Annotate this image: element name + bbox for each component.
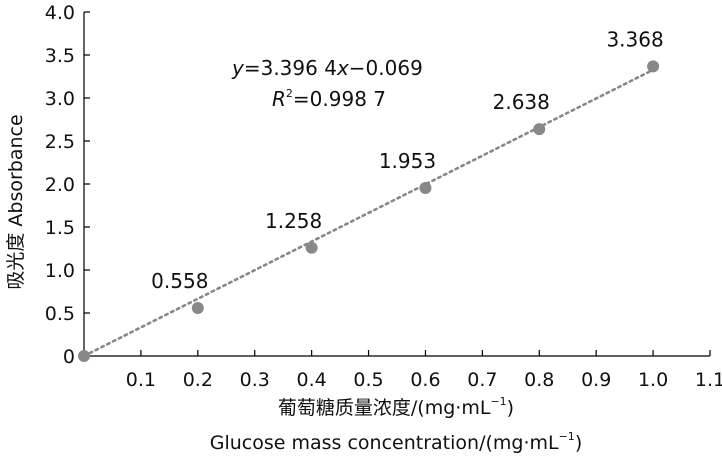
data-points — [78, 60, 660, 362]
y-tick-label: 2.0 — [45, 174, 75, 196]
data-point — [78, 350, 90, 362]
x-axis-ticks: 0.1 0.2 0.3 0.4 0.5 0.6 0.7 0.8 0.9 1.0 1.1 — [126, 350, 722, 391]
x-tick-label: 0.2 — [183, 369, 213, 391]
x-tick-label: 0.4 — [297, 369, 327, 391]
y-axis-ticks: 0 0.5 1.0 1.5 2.0 2.5 3.0 3.5 4.0 — [45, 2, 90, 368]
x-tick-label: 0.8 — [524, 369, 554, 391]
y-tick-label: 0.5 — [45, 303, 75, 325]
y-tick-label: 3.0 — [45, 88, 75, 110]
x-tick-label: 1.1 — [695, 369, 722, 391]
regression-equation: y=3.396 4x−0.069 — [231, 56, 423, 80]
data-labels: 0.558 1.258 1.953 2.638 3.368 — [151, 27, 664, 293]
data-point — [305, 241, 318, 254]
x-tick-label: 0.9 — [581, 369, 611, 391]
y-tick-label: 1.5 — [45, 217, 75, 239]
data-point — [647, 60, 660, 73]
x-axis-title-en: Glucose mass concentration/(mg·mL−1) — [210, 430, 582, 454]
y-axis-title: 吸光度 Absorbance — [5, 114, 27, 289]
x-tick-label: 0.1 — [126, 369, 156, 391]
data-label: 3.368 — [606, 27, 663, 51]
y-tick-label: 3.5 — [45, 45, 75, 67]
y-tick-label: 0 — [63, 346, 75, 368]
data-point — [533, 123, 546, 136]
data-point — [191, 302, 204, 315]
x-tick-label: 0.5 — [353, 369, 383, 391]
x-tick-label: 1.0 — [638, 369, 668, 391]
data-label: 0.558 — [151, 269, 208, 293]
data-label: 1.953 — [379, 149, 436, 173]
trendline — [82, 68, 655, 358]
r-squared: R2=0.998 7 — [272, 87, 386, 111]
x-tick-label: 0.3 — [240, 369, 270, 391]
x-tick-label: 0.7 — [467, 369, 497, 391]
data-point — [419, 182, 432, 195]
y-tick-label: 2.5 — [45, 131, 75, 153]
data-label: 2.638 — [493, 90, 550, 114]
x-axis-title-zh: 葡萄糖质量浓度/(mg·mL−1) — [278, 395, 514, 419]
x-tick-label: 0.6 — [410, 369, 440, 391]
y-tick-label: 1.0 — [45, 260, 75, 282]
y-tick-label: 4.0 — [45, 2, 75, 24]
data-label: 1.258 — [265, 209, 322, 233]
